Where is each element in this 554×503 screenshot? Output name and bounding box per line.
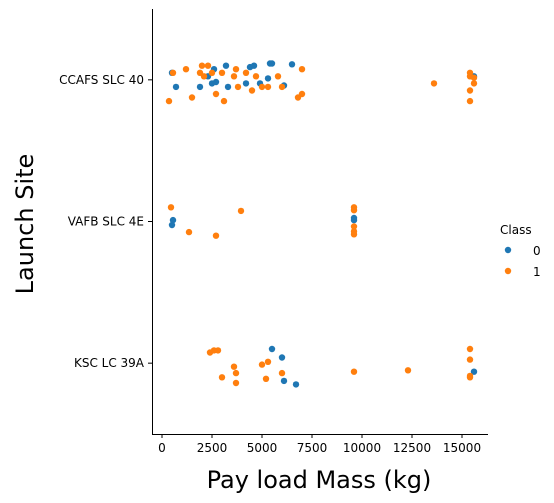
axes <box>152 9 488 435</box>
x-tick-label: 0 <box>158 441 166 455</box>
x-axis-title: Pay load Mass (kg) <box>207 466 432 494</box>
legend-marker-0 <box>504 246 512 254</box>
data-point-class-1 <box>208 69 216 77</box>
data-point-class-0 <box>288 61 296 68</box>
data-point-class-1 <box>278 83 286 91</box>
legend-label-1: 1 <box>533 265 541 279</box>
data-point-class-0 <box>292 381 300 388</box>
data-point-class-0 <box>222 62 230 69</box>
data-point-class-0 <box>168 221 176 229</box>
y-tick-label: CCAFS SLC 40 <box>59 73 144 87</box>
data-point-class-1 <box>470 80 478 87</box>
legend-title: Class <box>500 223 532 237</box>
data-point-class-1 <box>350 207 358 214</box>
data-point-class-1 <box>466 356 474 363</box>
data-point-class-1 <box>264 358 272 365</box>
data-point-class-1 <box>230 363 238 370</box>
x-tick-label: 10000 <box>343 441 381 455</box>
data-point-class-1 <box>262 375 270 382</box>
legend: Class 0 1 <box>500 223 541 279</box>
x-tick-label: 12500 <box>393 441 431 455</box>
data-point-class-1 <box>248 87 256 94</box>
data-point-class-1 <box>220 97 228 105</box>
data-point-class-1 <box>466 97 474 105</box>
data-point-class-1 <box>252 73 260 80</box>
data-point-class-1 <box>167 204 175 211</box>
data-point-class-1 <box>232 369 240 377</box>
data-point-class-1 <box>278 369 286 377</box>
y-axis-title: Launch Site <box>11 154 39 295</box>
data-point-class-0 <box>169 216 177 224</box>
data-point-class-0 <box>250 62 258 69</box>
y-tick-label: VAFB SLC 4E <box>68 215 144 229</box>
x-tick-label: 7500 <box>297 441 328 455</box>
data-point-class-1 <box>185 228 193 236</box>
legend-marker-1 <box>504 267 512 275</box>
data-point-class-0 <box>470 368 478 375</box>
data-point-class-1 <box>258 83 266 91</box>
data-point-class-1 <box>232 379 240 387</box>
data-point-class-0 <box>196 83 204 91</box>
data-point-class-1 <box>200 73 208 80</box>
data-point-class-1 <box>234 83 242 91</box>
data-point-class-1 <box>258 361 266 368</box>
data-point-class-1 <box>230 73 238 80</box>
data-point-class-1 <box>218 69 226 77</box>
x-tick-label: 2500 <box>197 441 228 455</box>
data-point-class-1 <box>430 80 438 87</box>
data-point-class-0 <box>264 75 272 82</box>
data-point-class-1 <box>470 74 478 81</box>
data-point-class-1 <box>242 69 250 77</box>
data-point-class-1 <box>182 66 190 73</box>
data-point-class-1 <box>237 207 245 215</box>
data-point-class-0 <box>350 216 358 224</box>
y-tick-label: KSC LC 39A <box>74 356 145 370</box>
data-point-class-1 <box>298 66 306 73</box>
data-point-class-1 <box>169 69 177 77</box>
data-point-class-0 <box>280 377 288 385</box>
data-point-class-0 <box>224 83 232 91</box>
data-points <box>165 60 478 388</box>
data-point-class-1 <box>350 228 358 235</box>
data-point-class-1 <box>214 347 222 354</box>
data-point-class-1 <box>466 372 474 380</box>
data-point-class-1 <box>212 90 220 98</box>
x-axis-ticks: 0 2500 5000 7500 10000 12500 15000 <box>158 434 481 455</box>
data-point-class-0 <box>268 60 276 67</box>
data-point-class-1 <box>404 367 412 374</box>
data-point-class-0 <box>212 78 220 86</box>
data-point-class-0 <box>172 83 180 91</box>
legend-label-0: 0 <box>533 244 541 258</box>
x-tick-label: 15000 <box>443 441 481 455</box>
data-point-class-1 <box>350 223 358 230</box>
data-point-class-1 <box>466 87 474 94</box>
data-point-class-1 <box>218 374 226 381</box>
data-point-class-1 <box>198 62 206 69</box>
data-point-class-1 <box>188 94 196 101</box>
data-point-class-1 <box>165 97 173 105</box>
data-point-class-1 <box>466 345 474 353</box>
data-point-class-1 <box>466 69 474 77</box>
y-axis-ticks: CCAFS SLC 40 VAFB SLC 4E KSC LC 39A <box>59 73 152 370</box>
data-point-class-1 <box>298 90 306 98</box>
data-point-class-0 <box>242 80 250 87</box>
data-point-class-1 <box>204 62 212 69</box>
x-tick-label: 5000 <box>247 441 278 455</box>
data-point-class-1 <box>212 232 220 239</box>
data-point-class-0 <box>278 354 286 361</box>
data-point-class-1 <box>232 66 240 73</box>
data-point-class-1 <box>264 83 272 91</box>
data-point-class-1 <box>274 73 282 80</box>
data-point-class-0 <box>268 345 276 353</box>
data-point-class-1 <box>350 368 358 375</box>
